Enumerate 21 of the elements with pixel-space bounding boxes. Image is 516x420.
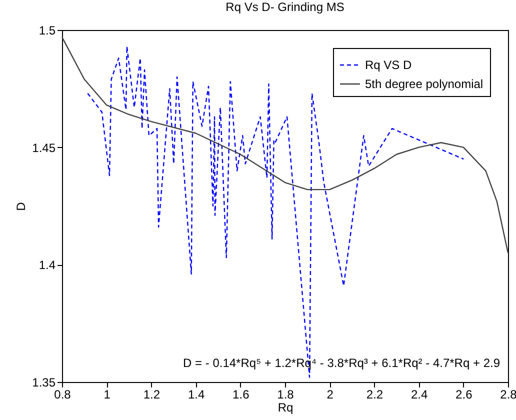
x-tick-label: 0.8 — [54, 388, 72, 402]
y-tick-label: 1.4 — [38, 258, 56, 272]
x-tick-label: 2.6 — [456, 388, 473, 402]
x-tick-label: 1.2 — [143, 388, 160, 402]
legend-label: 5th degree polynomial — [365, 77, 484, 91]
x-tick-label: 2.2 — [366, 388, 384, 402]
legend-label: Rq VS D — [365, 58, 412, 72]
line-series — [61, 36, 509, 254]
x-tick-label: 1.4 — [188, 388, 205, 402]
x-tick-label: 2.8 — [500, 388, 516, 402]
y-axis-title: D — [14, 202, 28, 211]
y-tick-label: 1.35 — [32, 376, 56, 390]
x-axis-title: Rq — [278, 400, 294, 414]
chart-title: Rq Vs D- Grinding MS — [226, 0, 344, 14]
y-tick-label: 1.5 — [38, 24, 56, 38]
x-tick-label: 1 — [104, 388, 111, 402]
x-tick-label: 1.6 — [232, 388, 250, 402]
x-tick-label: 2.4 — [410, 388, 428, 402]
y-tick-label: 1.45 — [32, 140, 56, 155]
x-tick-label: 1.8 — [277, 388, 294, 402]
x-tick-label: 2 — [326, 388, 334, 402]
